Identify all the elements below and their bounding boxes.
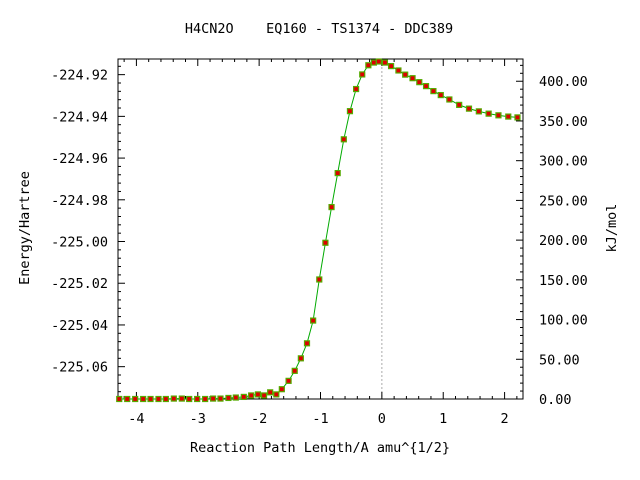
y2-tick-label: 300.00	[539, 154, 588, 170]
y-axis-label: Energy/Hartree	[17, 171, 33, 285]
data-point	[260, 392, 268, 399]
y-tick-label: -224.98	[51, 193, 108, 209]
y2-tick-label: 250.00	[539, 193, 588, 209]
y2-tick-label: 400.00	[539, 74, 588, 90]
data-point	[416, 79, 423, 86]
data-point	[210, 395, 217, 402]
y-tick-label: -224.92	[51, 68, 108, 84]
x-tick-label: -1	[312, 411, 328, 427]
data-point	[328, 204, 335, 211]
data-point	[340, 136, 347, 143]
y-axis-kjmol: 0.00 50.00 100.00 150.00 200.00 250.00 300.00 3…	[516, 64, 588, 408]
plot-frame	[117, 58, 524, 400]
data-point	[248, 392, 255, 399]
y2-tick-label: 350.00	[539, 114, 588, 130]
x-tick-label: 2	[501, 411, 509, 427]
data-point	[495, 112, 502, 119]
data-point	[352, 85, 360, 93]
data-point	[334, 170, 341, 177]
data-point	[322, 239, 329, 246]
data-point	[297, 355, 304, 362]
y-tick-label: -225.06	[51, 360, 108, 376]
data-point	[155, 395, 162, 403]
data-point	[359, 71, 366, 78]
data-point	[375, 58, 382, 65]
data-point	[346, 108, 354, 115]
data-point	[422, 83, 430, 90]
y-tick-label: -225.04	[51, 318, 108, 334]
data-point	[140, 395, 147, 403]
data-point	[310, 317, 317, 324]
data-point	[430, 88, 437, 95]
data-point	[147, 395, 154, 403]
data-point	[365, 62, 372, 69]
y-tick-label: -224.96	[51, 151, 108, 167]
data-point	[437, 91, 444, 99]
x-tick-label: 0	[378, 411, 386, 427]
x-axis: -4 -3 -2 -1 0 1 2	[123, 59, 518, 427]
data-points	[116, 58, 521, 403]
data-point	[409, 75, 416, 82]
data-point	[505, 113, 512, 120]
data-point	[273, 391, 280, 398]
x-tick-label: 1	[439, 411, 447, 427]
x-tick-label: -2	[251, 411, 267, 427]
data-point	[116, 395, 123, 403]
data-point	[225, 394, 232, 402]
data-point	[278, 386, 285, 393]
data-point	[402, 71, 409, 78]
energy-curve	[119, 60, 518, 400]
data-point	[370, 59, 377, 66]
data-point	[232, 394, 239, 401]
data-point	[202, 395, 209, 403]
data-point	[514, 114, 521, 121]
y-tick-label: -224.94	[51, 109, 108, 125]
y-axis-hartree: -224.92 -224.94 -224.96 -224.98 -225.00 -225.…	[51, 65, 125, 393]
data-point	[381, 59, 389, 66]
y2-tick-label: 100.00	[539, 313, 588, 329]
data-point	[240, 393, 247, 401]
data-point	[456, 101, 463, 108]
data-point	[162, 395, 169, 403]
data-point	[124, 395, 131, 403]
chart-title: H4CN2O EQ160 - TS1374 - DDC389	[185, 21, 453, 37]
data-point	[485, 110, 492, 117]
data-point	[465, 105, 473, 112]
y2-tick-label: 50.00	[539, 352, 580, 368]
data-point	[178, 395, 185, 402]
data-point	[446, 96, 453, 103]
data-point	[303, 340, 311, 347]
data-point	[475, 108, 482, 115]
y2-axis-label: kJ/mol	[604, 204, 620, 253]
data-point	[254, 391, 262, 398]
data-point	[194, 395, 201, 403]
data-point	[387, 62, 395, 70]
y-tick-label: -225.02	[51, 276, 108, 292]
data-point	[285, 377, 292, 384]
x-axis-label: Reaction Path Length/A amu^{1/2}	[190, 440, 450, 456]
data-point	[170, 395, 177, 402]
data-point	[267, 389, 274, 396]
y2-tick-label: 0.00	[539, 392, 572, 408]
data-point	[395, 67, 402, 74]
x-tick-label: -3	[190, 411, 206, 427]
data-point	[316, 276, 323, 283]
y-tick-label: -225.00	[51, 235, 108, 251]
y2-tick-label: 200.00	[539, 233, 588, 249]
data-point	[217, 395, 224, 402]
data-point	[186, 395, 193, 403]
x-tick-label: -4	[128, 411, 144, 427]
data-point	[132, 395, 139, 403]
y2-tick-label: 150.00	[539, 273, 588, 289]
data-point	[291, 367, 298, 374]
